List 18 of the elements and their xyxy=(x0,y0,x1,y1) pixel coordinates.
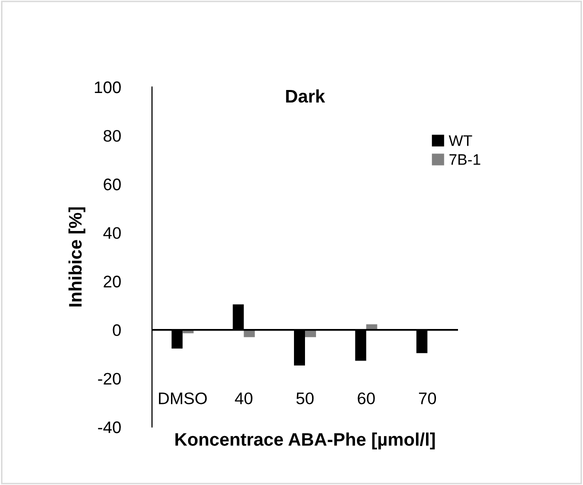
x-tick-label: 40 xyxy=(234,392,252,404)
x-tick-label: DMSO xyxy=(158,392,207,404)
x-tick-label: 50 xyxy=(296,392,314,404)
x-tick-label: 60 xyxy=(358,392,375,404)
y-tick-label: 40 xyxy=(103,227,121,239)
y-tick-label: 60 xyxy=(104,178,121,190)
y-tick-label: 20 xyxy=(104,276,121,288)
x-axis-title: Koncentrace ABA-Phe [µmol/l] xyxy=(175,432,435,450)
legend-label: WT xyxy=(448,135,472,146)
legend-label: 7B-1 xyxy=(449,154,480,165)
y-tick-label: -40 xyxy=(98,421,121,434)
y-tick-label: 100 xyxy=(94,81,121,94)
y-tick-label: 0 xyxy=(112,324,121,336)
y-tick-label: 80 xyxy=(104,130,121,142)
chart-title: Dark xyxy=(286,89,326,103)
x-tick-label: 70 xyxy=(418,392,436,404)
y-tick-label: -20 xyxy=(98,372,121,385)
y-axis-title: Inhibice [%] xyxy=(68,207,86,306)
